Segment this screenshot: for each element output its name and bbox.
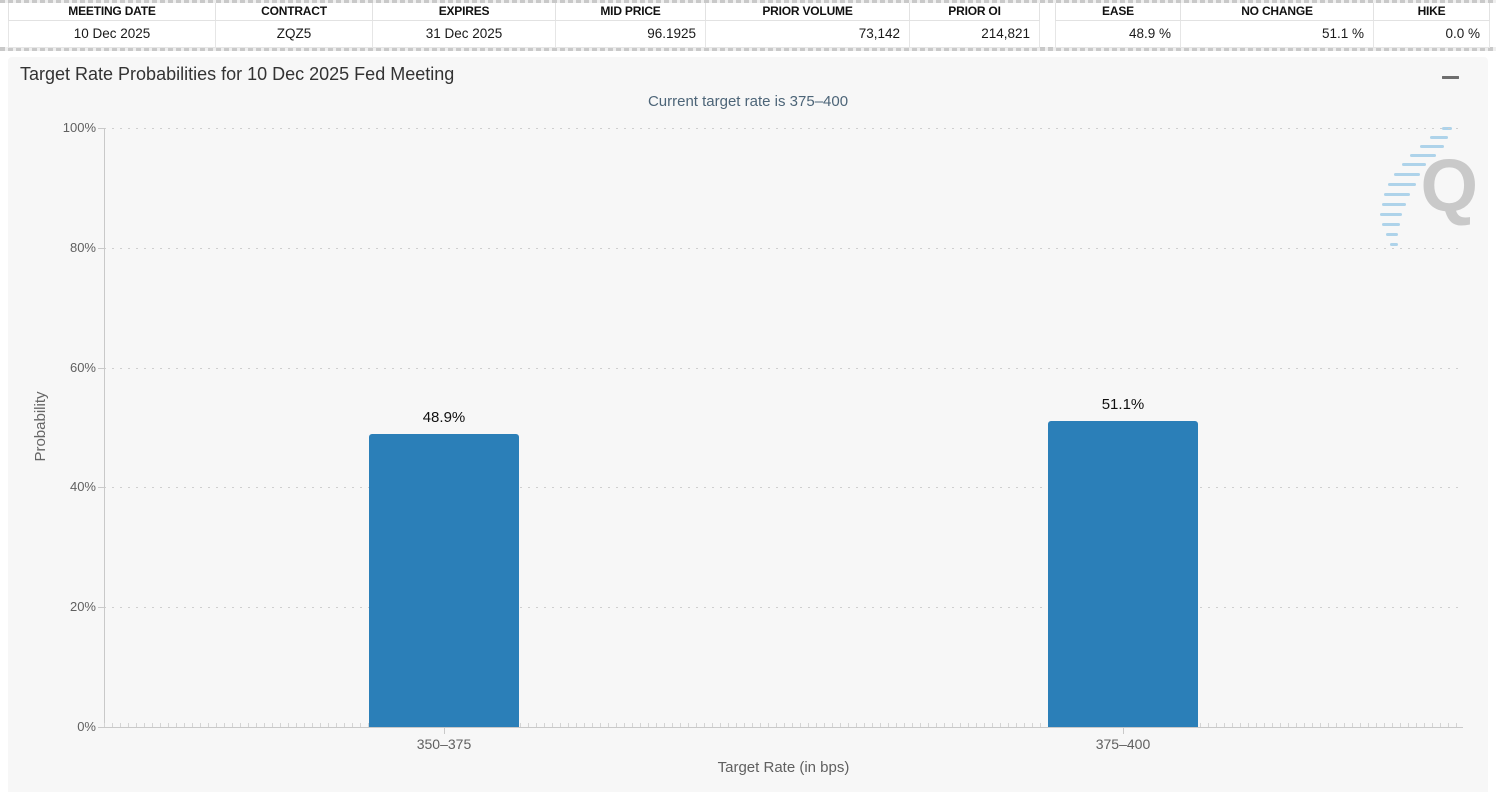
watermark-dash xyxy=(1390,243,1398,246)
expires-value[interactable]: 31 Dec 2025 xyxy=(372,19,556,48)
probability-bar-375–400[interactable] xyxy=(1048,421,1198,727)
ease-value[interactable]: 48.9 % xyxy=(1055,19,1181,48)
contract-table: MEETING DATE CONTRACT EXPIRES MID PRICE … xyxy=(8,3,1040,48)
x-axis-line xyxy=(104,727,1463,728)
x-axis-minor-ticks xyxy=(104,723,1463,727)
watermark-dash xyxy=(1388,183,1416,186)
y-axis-tick xyxy=(98,727,104,728)
watermark-dash xyxy=(1382,203,1406,206)
col-no-change: NO CHANGE xyxy=(1180,3,1374,21)
x-axis-title: Target Rate (in bps) xyxy=(717,759,850,776)
mid-price-value[interactable]: 96.1925 xyxy=(555,19,706,48)
x-axis-tick xyxy=(444,727,445,734)
menu-bar xyxy=(1442,75,1459,79)
watermark-dash xyxy=(1384,193,1410,196)
y-axis-tick xyxy=(98,487,104,488)
col-ease: EASE xyxy=(1055,3,1181,21)
y-axis-tick xyxy=(98,368,104,369)
y-tick-label: 40% xyxy=(69,479,96,494)
no-change-value[interactable]: 51.1 % xyxy=(1180,19,1374,48)
fedwatch-probability-chart: Target Rate Probabilities for 10 Dec 202… xyxy=(8,57,1488,792)
y-tick-label: 20% xyxy=(69,599,96,614)
contract-table-row[interactable]: 10 Dec 2025 ZQZ5 31 Dec 2025 96.1925 73,… xyxy=(8,19,1040,48)
col-expires: EXPIRES xyxy=(372,3,556,21)
hamburger-menu-icon[interactable] xyxy=(1442,68,1464,86)
contract-value[interactable]: ZQZ5 xyxy=(215,19,373,48)
probability-table-row[interactable]: 48.9 % 51.1 % 0.0 % xyxy=(1055,19,1490,48)
watermark-q-letter: Q xyxy=(1420,144,1478,227)
probability-table-header-row: EASE NO CHANGE HIKE xyxy=(1055,3,1490,21)
scrollbar-strip-top[interactable] xyxy=(0,0,1496,3)
col-contract: CONTRACT xyxy=(215,3,373,21)
y-axis-tick xyxy=(98,248,104,249)
watermark-dash xyxy=(1430,136,1448,139)
chart-title: Target Rate Probabilities for 10 Dec 202… xyxy=(20,64,455,84)
probability-bar-350–375[interactable] xyxy=(369,434,519,727)
y-tick-label: 0% xyxy=(77,719,96,734)
col-mid-price: MID PRICE xyxy=(555,3,706,21)
y-axis-tick xyxy=(98,607,104,608)
watermark-dash xyxy=(1382,223,1400,226)
gridline xyxy=(104,607,1463,608)
bar-value-label: 48.9% xyxy=(422,409,466,426)
col-hike: HIKE xyxy=(1373,3,1490,21)
x-category-label: 375–400 xyxy=(1095,736,1151,752)
y-tick-label: 100% xyxy=(62,120,96,135)
watermark-dash xyxy=(1410,154,1436,157)
probability-table: EASE NO CHANGE HIKE 48.9 % 51.1 % 0.0 % xyxy=(1055,3,1490,48)
gridline xyxy=(104,487,1463,488)
scrollbar-strip-bottom[interactable] xyxy=(0,47,1496,51)
y-axis-title: Probability xyxy=(32,391,49,462)
watermark-dash xyxy=(1394,173,1420,176)
watermark-dash xyxy=(1386,233,1398,236)
bar-value-label: 51.1% xyxy=(1101,396,1145,413)
watermark-dash xyxy=(1402,163,1426,166)
col-meeting-date: MEETING DATE xyxy=(8,3,216,21)
watermark-dash xyxy=(1380,213,1402,216)
prior-oi-value[interactable]: 214,821 xyxy=(909,19,1040,48)
col-prior-volume: PRIOR VOLUME xyxy=(705,3,910,21)
x-axis-tick xyxy=(1123,727,1124,734)
gridline xyxy=(104,368,1463,369)
y-tick-label: 80% xyxy=(69,240,96,255)
y-axis-tick xyxy=(98,128,104,129)
gridline xyxy=(104,128,1463,129)
watermark-dash xyxy=(1420,145,1444,148)
y-tick-label: 60% xyxy=(69,360,96,375)
meeting-date-value[interactable]: 10 Dec 2025 xyxy=(8,19,216,48)
prior-volume-value[interactable]: 73,142 xyxy=(705,19,910,48)
quikstrike-watermark: Q xyxy=(1380,127,1486,257)
col-prior-oi: PRIOR OI xyxy=(909,3,1040,21)
hike-value[interactable]: 0.0 % xyxy=(1373,19,1490,48)
chart-subtitle: Current target rate is 375–400 xyxy=(647,93,849,110)
y-axis-line xyxy=(104,128,105,727)
gridline xyxy=(104,248,1463,249)
x-category-label: 350–375 xyxy=(416,736,472,752)
contract-table-header-row: MEETING DATE CONTRACT EXPIRES MID PRICE … xyxy=(8,3,1040,21)
